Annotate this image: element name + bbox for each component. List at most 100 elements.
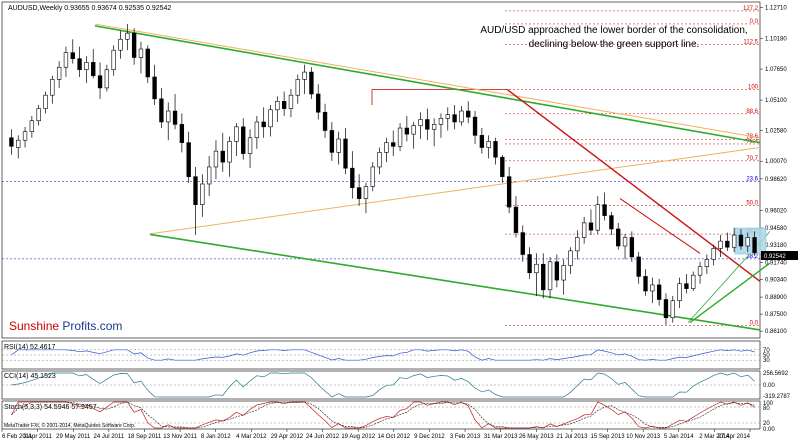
stochastic-pane: Stoch(5,3,3) 54.5946 57.9457 100 80 20 0… [1, 400, 775, 433]
candle [9, 129, 14, 155]
candle [472, 111, 478, 144]
cci-label: CCI(14) 45.1523 [4, 373, 56, 380]
candle [602, 192, 607, 221]
candle [77, 46, 82, 77]
annotation-line-1: AUD/USD approached the lower border of t… [480, 25, 747, 36]
candle [629, 231, 635, 262]
candle [431, 118, 437, 147]
cci-tick-top: 256.5692 [763, 371, 789, 377]
candle [445, 107, 450, 131]
fib-level-label: 88.6 [746, 109, 758, 115]
current-price-label: 0.92542 [764, 254, 786, 260]
brand-word-2: Profits.com [59, 319, 122, 333]
candle [281, 91, 287, 116]
stoch-tick-0: 0.00 [763, 427, 775, 433]
price-tick-label: 0.98620 [765, 177, 787, 183]
candle [404, 115, 410, 142]
price-tick-label: 1.05100 [765, 98, 787, 104]
trendlines [94, 23, 771, 331]
candle [520, 225, 525, 262]
date-tick-label: 29 May 2011 [56, 434, 91, 440]
candle [418, 112, 423, 139]
fib-level-label: 70.7 [746, 156, 758, 162]
fib-level-label: 23.6 [746, 176, 758, 182]
candle [50, 75, 55, 104]
candle [738, 228, 744, 250]
candle [118, 30, 123, 59]
candle [561, 259, 566, 295]
candle [397, 123, 403, 152]
candle [166, 102, 171, 141]
candle [506, 166, 512, 214]
date-tick-label: 31 Mar 2013 [484, 434, 518, 440]
candle [479, 128, 485, 154]
date-tick-label: 29 Apr 2012 [271, 434, 304, 440]
candle [336, 131, 341, 165]
candle [91, 48, 96, 79]
rsi-label: RSI(14) 52.4617 [4, 344, 55, 351]
candle [466, 101, 471, 124]
date-tick-label: 24 Jul 2011 [94, 434, 125, 440]
candle [370, 162, 375, 192]
candle [200, 174, 205, 217]
candle [725, 232, 730, 251]
lower-channel-line [149, 233, 761, 331]
date-tick-label: 18 Sep 2011 [128, 434, 162, 440]
candle [609, 211, 614, 236]
date-tick-label: 2 Mar 2014 [699, 434, 730, 440]
stoch-tick-100: 100 [763, 401, 774, 407]
candle [56, 61, 62, 88]
candle [84, 56, 89, 84]
brand-logo: Sunshine Profits.com [9, 319, 122, 333]
candle [513, 196, 519, 238]
stoch-tick-20: 20 [763, 421, 770, 427]
candle [152, 64, 157, 105]
candle [43, 91, 48, 114]
fib-level-label: 0.0 [750, 19, 759, 25]
candle [322, 103, 328, 138]
candle [500, 154, 505, 183]
current-price-tag [761, 251, 798, 260]
price-tick-label: 1.00070 [765, 159, 787, 165]
date-tick-label: 27 Apr 2014 [718, 434, 751, 440]
candle [172, 93, 178, 130]
candle [343, 128, 348, 175]
candle [534, 253, 539, 296]
candle [70, 39, 75, 64]
rsi-level-label: 50 [763, 353, 770, 359]
candle [186, 131, 191, 183]
date-tick-label: 19 Aug 2012 [341, 434, 375, 440]
footer-copyright: MetaTrader FXt, © 2001-2014, MetaQuotes … [4, 422, 135, 429]
date-tick-label: 6 Feb 2011 [2, 434, 33, 440]
candle [616, 222, 621, 250]
fib-level-label: 78.6 [746, 134, 758, 140]
candle [670, 295, 675, 323]
candle [704, 254, 710, 274]
fib-level-label: 50.0 [746, 201, 758, 207]
candle [691, 271, 696, 292]
price-axis: 1.12710 1.10180 1.07650 1.05100 1.02580 1.000… [760, 6, 787, 335]
candle [220, 132, 225, 172]
candle [697, 261, 703, 284]
candle [302, 64, 307, 94]
candle [438, 113, 444, 138]
candle [356, 174, 362, 206]
candle [213, 140, 219, 180]
candle [731, 227, 737, 253]
cci-pane: CCI(14) 45.1523 256.5692 0.00 -319.2787 [1, 370, 791, 400]
date-tick-label: 5 Jan 2014 [664, 434, 694, 440]
candle [493, 137, 498, 165]
candle [588, 209, 594, 236]
price-tick-label: 0.96020 [765, 208, 787, 214]
price-tick-label: 1.10180 [765, 36, 787, 42]
green-support-line [689, 262, 771, 324]
cci-tick-mid: 0.00 [763, 383, 775, 389]
candle [295, 74, 300, 104]
candle [650, 277, 655, 304]
candle [268, 104, 273, 137]
